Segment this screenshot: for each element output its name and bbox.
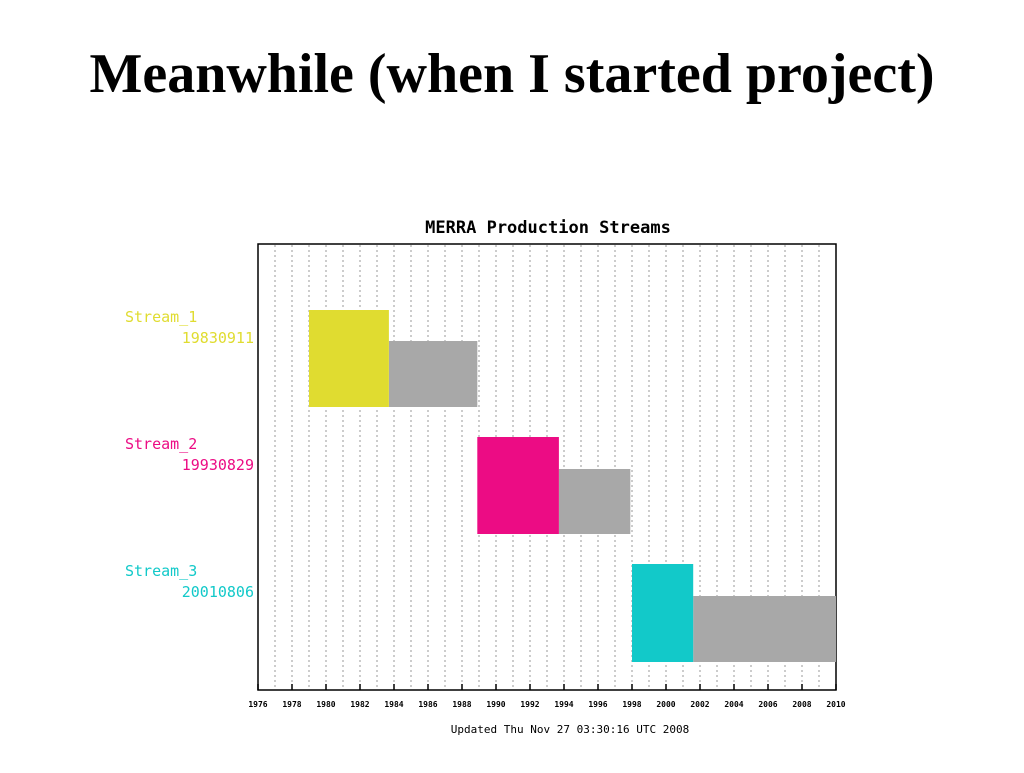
- bar-completed-stream-3: [632, 564, 694, 662]
- chart-title: MERRA Production Streams: [425, 218, 671, 238]
- x-tick-label: 1980: [316, 700, 335, 709]
- bars-group: [309, 310, 836, 662]
- x-tick-label: 1996: [588, 700, 607, 709]
- bar-remaining-stream-2: [558, 469, 631, 534]
- bar-completed-stream-1: [309, 310, 389, 407]
- bar-completed-stream-2: [477, 437, 559, 534]
- stream-name-label: Stream_2: [125, 435, 197, 453]
- chart-footer: Updated Thu Nov 27 03:30:16 UTC 2008: [451, 723, 689, 736]
- x-tick-label: 1978: [282, 700, 301, 709]
- x-tick-label: 1976: [248, 700, 267, 709]
- slide-title: Meanwhile (when I started project): [89, 43, 935, 105]
- x-tick-label: 2002: [690, 700, 709, 709]
- x-tick-label: 2004: [724, 700, 743, 709]
- x-tick-label: 1984: [384, 700, 403, 709]
- stream-date-label: 20010806: [182, 583, 254, 601]
- x-tick-label: 2010: [826, 700, 845, 709]
- x-tick-label: 1992: [520, 700, 539, 709]
- x-tick-label: 1998: [622, 700, 641, 709]
- stream-date-label: 19830911: [182, 329, 254, 347]
- stream-name-label: Stream_3: [125, 562, 197, 580]
- stream-date-label: 19930829: [182, 456, 254, 474]
- x-tick-label: 2008: [792, 700, 811, 709]
- x-tick-label: 1990: [486, 700, 505, 709]
- x-tick-label: 1988: [452, 700, 471, 709]
- x-tick-label: 2000: [656, 700, 675, 709]
- stream-name-label: Stream_1: [125, 308, 197, 326]
- x-tick-label: 1986: [418, 700, 437, 709]
- x-axis-ticks: 1976 1978 1980 1982 1984 1986 1988 1990 1992 1994…: [248, 684, 846, 709]
- bar-remaining-stream-1: [388, 341, 478, 407]
- plot-frame: [257, 243, 837, 691]
- bar-remaining-stream-3: [693, 596, 836, 662]
- stream-labels: Stream_1 19830911 Stream_2 19930829 Stream_3…: [125, 308, 254, 601]
- x-tick-label: 2006: [758, 700, 777, 709]
- x-tick-label: 1994: [554, 700, 573, 709]
- x-tick-label: 1982: [350, 700, 369, 709]
